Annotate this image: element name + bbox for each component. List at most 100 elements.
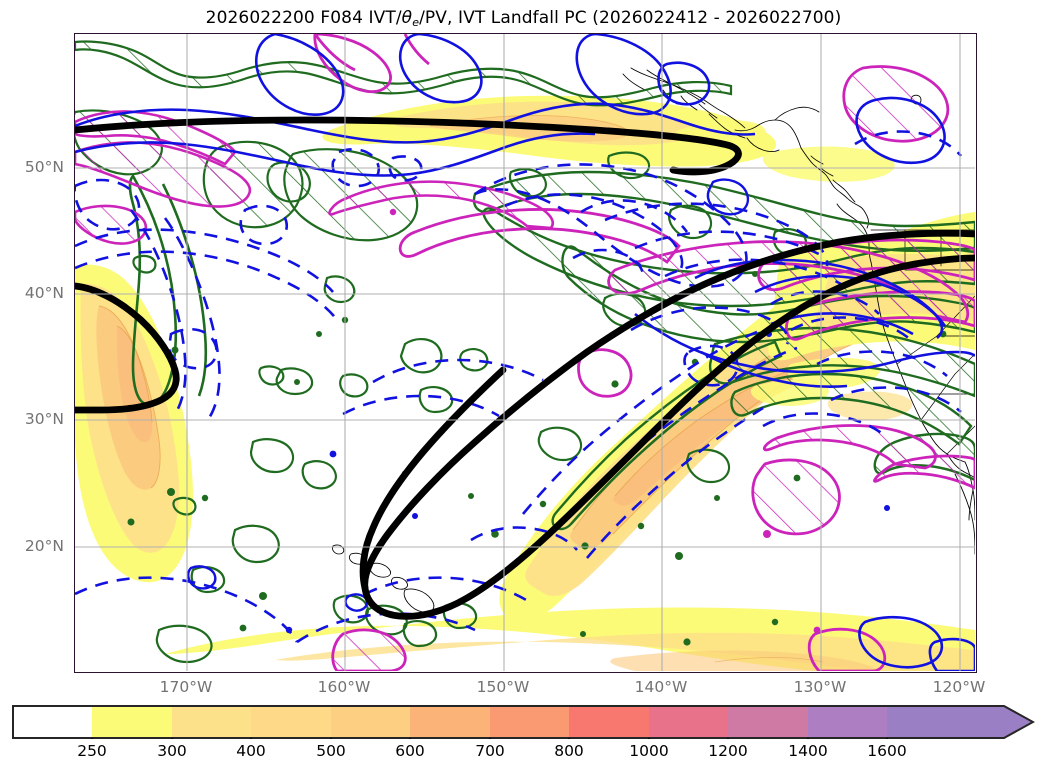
colorbar-tick-250: 250 xyxy=(77,742,107,760)
blue-loop-right xyxy=(855,96,946,165)
blue-dashed-ring-sw xyxy=(167,327,218,370)
pv-region-bottom2 xyxy=(807,627,887,671)
colorbar-tick-600: 600 xyxy=(395,742,425,760)
blue-contour-layer xyxy=(75,34,975,671)
pv-region-top xyxy=(313,34,392,94)
pc-contour-lower-arm xyxy=(359,366,507,592)
blue-dashed-long xyxy=(75,228,334,293)
x-tick-130W: 130°W xyxy=(793,678,847,696)
blue-dashed-blob3 xyxy=(388,155,423,182)
colorbar-tick-700: 700 xyxy=(475,742,505,760)
blue-dashed-blob1 xyxy=(239,204,288,246)
ivt-line-400-west xyxy=(98,305,161,489)
blue-dashed-bc3 xyxy=(664,258,842,286)
blue-dashed-mid2 xyxy=(342,394,500,418)
blue-loop-bottom xyxy=(858,615,944,669)
ivt-landfall-pc-layer xyxy=(75,116,975,620)
colorbar-tick-1600: 1600 xyxy=(867,742,907,760)
blue-blob-sw2 xyxy=(344,593,369,612)
pc-contour-west-hook xyxy=(75,282,180,414)
colorbar-outline xyxy=(12,705,1035,739)
thetae-contour-layer xyxy=(75,40,975,664)
blue-dashed-plume3 xyxy=(586,406,764,559)
blue-dashed-swirl2 xyxy=(504,193,684,273)
grid-layer xyxy=(75,34,975,671)
blue-dashed-swirl xyxy=(474,163,748,288)
blue-dashed-plume xyxy=(522,330,758,515)
thetae-plume-edge2 xyxy=(570,391,718,525)
x-tick-140W: 140°W xyxy=(634,678,688,696)
blue-loop-bottom2 xyxy=(928,637,975,671)
blue-dashed-nw xyxy=(75,178,141,231)
blue-dashed-bc xyxy=(604,202,829,267)
blue-solid-top2 xyxy=(75,132,596,177)
blue-dashed-interior xyxy=(770,290,880,315)
title-fields: IVT/ xyxy=(368,8,402,28)
title-window-start: 2026022412 xyxy=(598,8,709,28)
pv-dots xyxy=(389,208,821,634)
title-lead: F084 xyxy=(320,8,363,28)
blue-dashed-south4 xyxy=(470,526,578,551)
blue-loop-top1 xyxy=(255,34,345,116)
x-tick-170W: 170°W xyxy=(159,678,213,696)
y-tick-30N: 30°N xyxy=(24,410,64,428)
blue-dashed-interior3 xyxy=(816,350,948,377)
blue-dashed-left xyxy=(129,209,187,415)
blue-dashed-interior4 xyxy=(830,386,962,413)
pv-ring-plume xyxy=(577,348,633,398)
blue-dashed-left2 xyxy=(163,217,221,419)
y-tick-20N: 20°N xyxy=(24,537,64,555)
blue-dashed-topright xyxy=(854,130,962,157)
ivt-contour-250-gulf xyxy=(674,120,766,152)
thetae-region-socal xyxy=(730,372,973,446)
blue-dashed-south3 xyxy=(364,576,534,606)
thetae-region-nw xyxy=(75,40,733,107)
blue-solid-coast2 xyxy=(634,312,975,374)
colorbar[interactable] xyxy=(12,705,1035,739)
colorbar-tick-1000: 1000 xyxy=(629,742,669,760)
pv-region-topright xyxy=(842,65,950,143)
title-theta-symbol: θ xyxy=(401,8,413,28)
x-tick-160W: 160°W xyxy=(317,678,371,696)
title-close-paren: ) xyxy=(834,8,842,28)
pv-region-interior3 xyxy=(785,290,975,341)
pv-region-isolated xyxy=(751,458,841,536)
colorbar-tick-500: 500 xyxy=(316,742,346,760)
colorbar-tick-400: 400 xyxy=(236,742,266,760)
pc-contour-north xyxy=(75,116,742,176)
pv-contour-layer xyxy=(75,34,975,671)
colorbar-tick-800: 800 xyxy=(554,742,584,760)
thetae-region-center xyxy=(283,148,419,242)
pv-line-top xyxy=(313,34,430,72)
thetae-small-blobs xyxy=(132,151,808,664)
blue-dashed-small1 xyxy=(572,248,645,277)
thetae-strip-left2 xyxy=(161,183,208,397)
title-dash: - xyxy=(708,8,726,28)
colorbar-segments xyxy=(13,706,1033,738)
ivt-contour-250-midright xyxy=(762,146,895,182)
pv-region-interior xyxy=(328,180,554,230)
title-init: 2026022200 xyxy=(205,8,315,28)
title-fields-tail: /PV, IVT Landfall PC ( xyxy=(419,8,599,28)
blue-loop-top2 xyxy=(398,34,483,104)
colorbar-tick-1200: 1200 xyxy=(708,742,748,760)
x-tick-150W: 150°W xyxy=(476,678,530,696)
map-plot-area[interactable] xyxy=(74,33,977,673)
chart-title: 2026022200 F084 IVT/θe/PV, IVT Landfall … xyxy=(0,8,1047,29)
colorbar-tick-1400: 1400 xyxy=(788,742,828,760)
blue-solid-top xyxy=(75,102,756,144)
blue-dashed-blob2 xyxy=(331,148,380,188)
x-tick-120W: 120°W xyxy=(932,678,986,696)
pv-region-bottom xyxy=(331,628,407,671)
y-tick-50N: 50°N xyxy=(24,158,64,176)
pv-region-nw xyxy=(75,141,252,208)
blue-loop-top3 xyxy=(575,34,672,116)
pc-contour-main-loop xyxy=(361,229,975,620)
blue-dashed-blob-plume xyxy=(683,344,739,387)
colorbar-tick-300: 300 xyxy=(157,742,187,760)
blue-loop-top4 xyxy=(657,61,711,106)
title-theta-subscript: e xyxy=(412,16,420,29)
blue-dashed-long2 xyxy=(75,250,339,321)
